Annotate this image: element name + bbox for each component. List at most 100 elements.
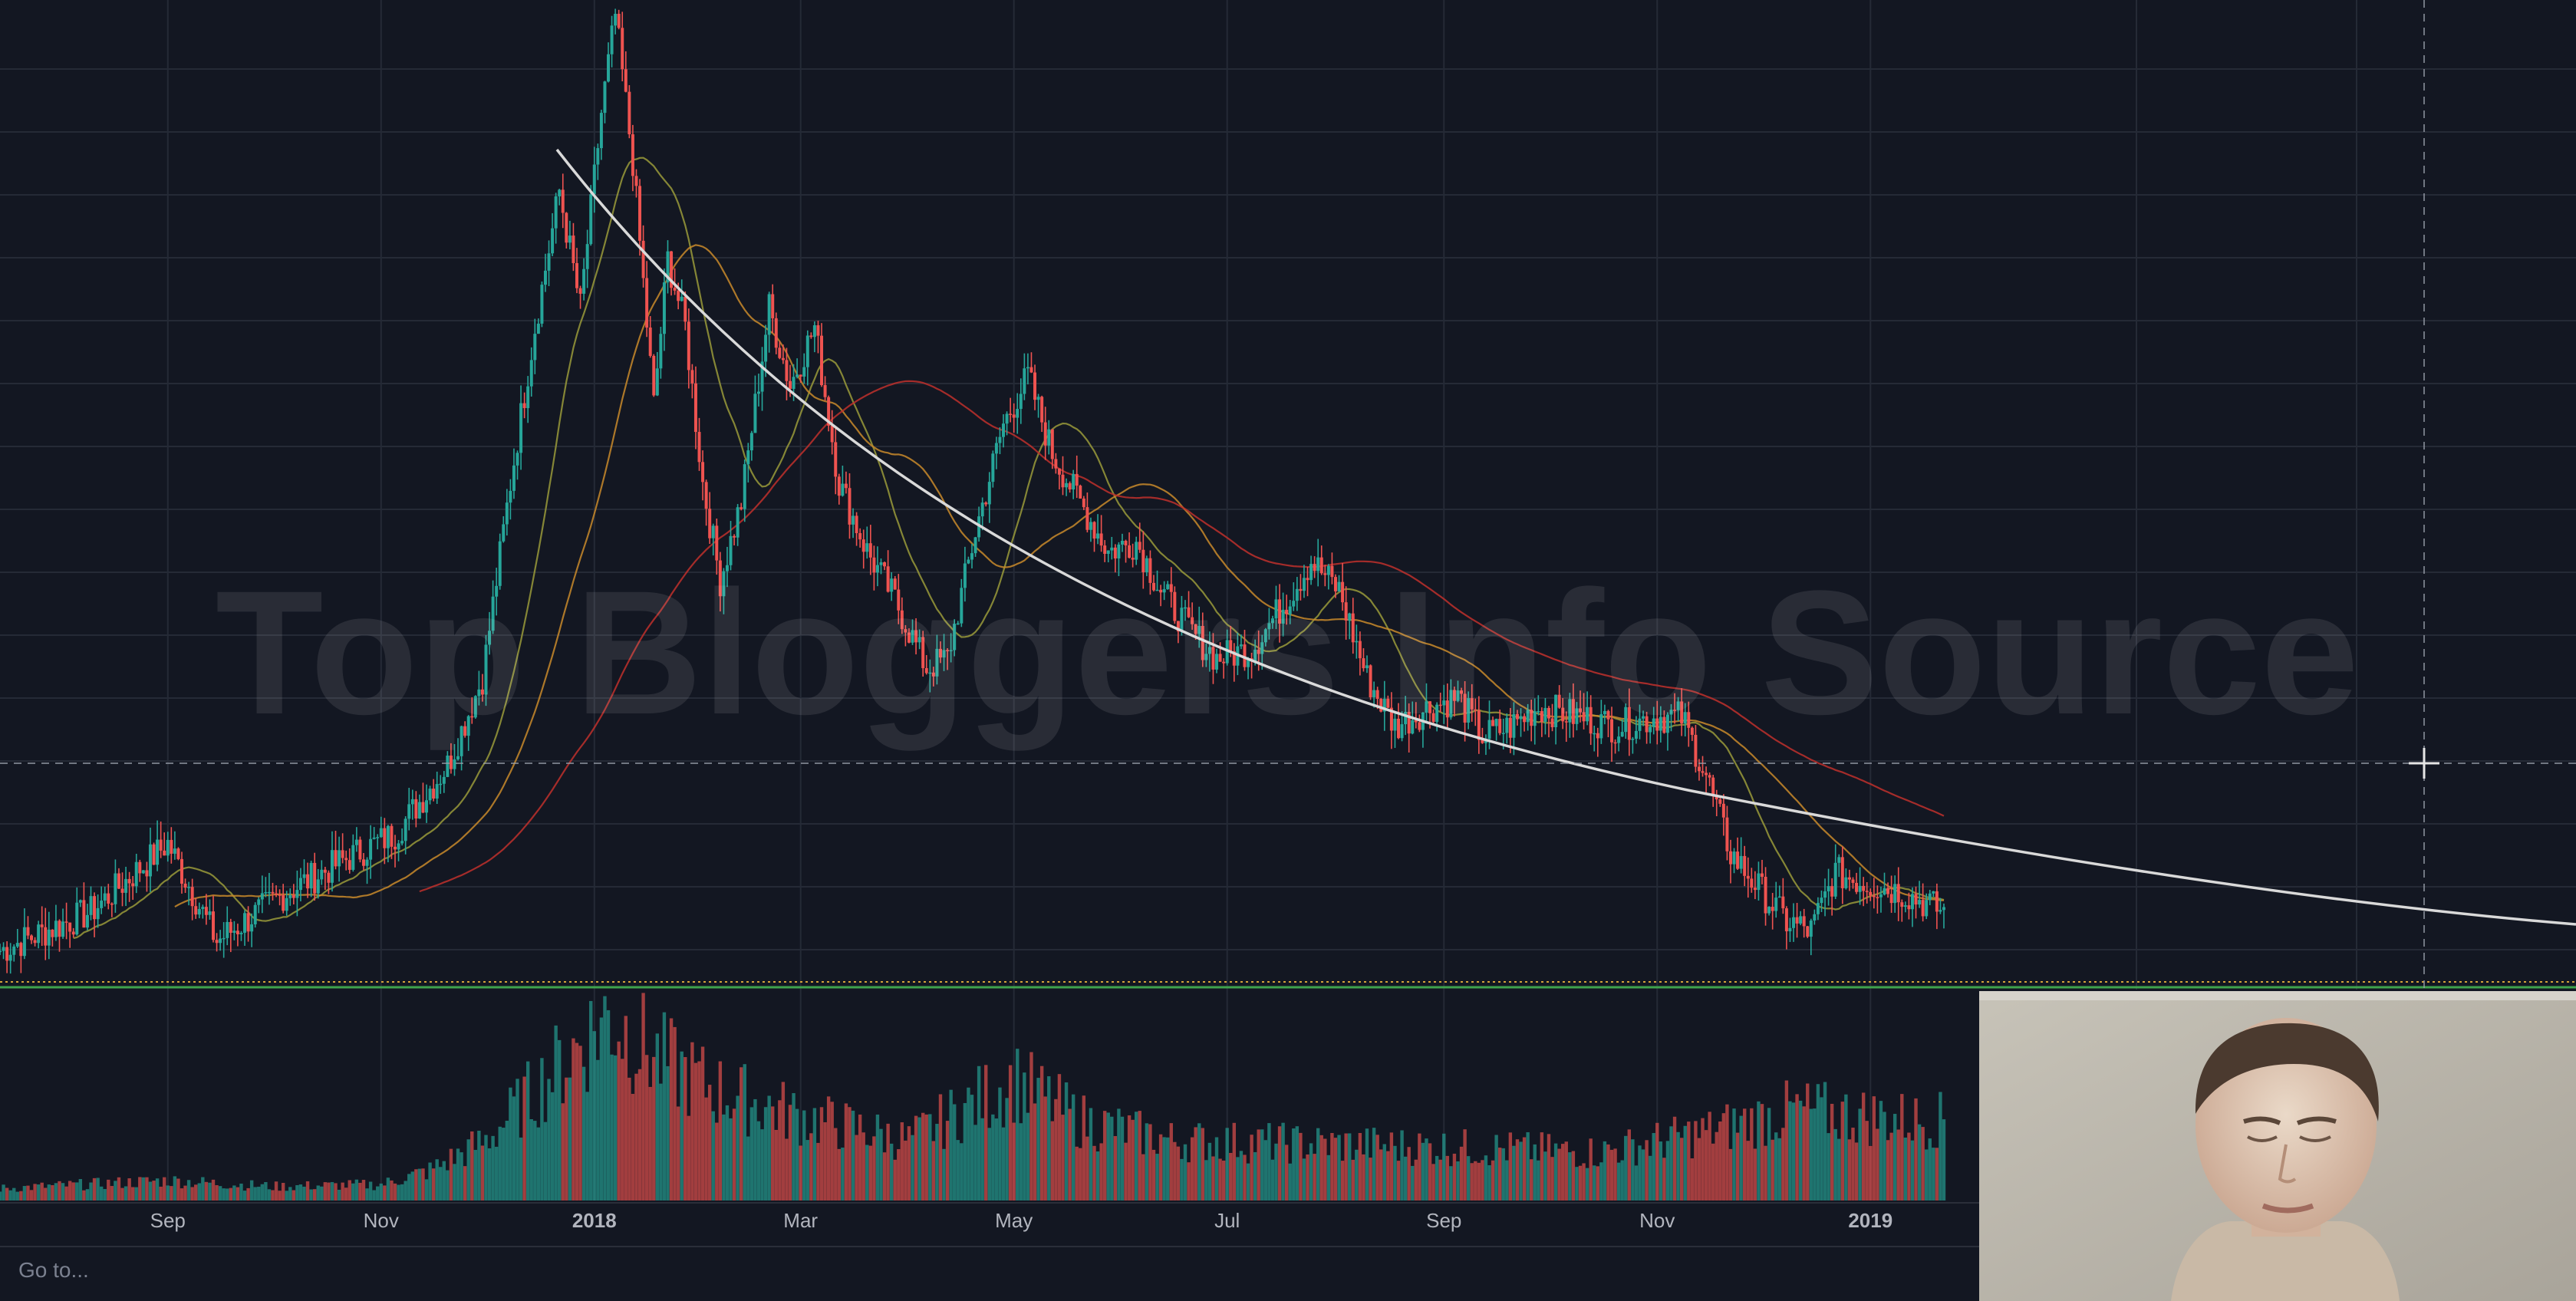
volume-bar	[1102, 1111, 1107, 1201]
volume-bar	[505, 1120, 509, 1201]
candle-body	[1512, 713, 1516, 738]
volume-bar	[1414, 1159, 1418, 1201]
volume-bar	[1578, 1165, 1583, 1201]
chart-grid	[0, 0, 2576, 1201]
volume-bar	[1236, 1157, 1240, 1201]
candle-body	[96, 907, 100, 920]
candle-body	[1942, 907, 1945, 911]
candle-body	[1460, 690, 1464, 694]
x-axis-tick-label: 2018	[572, 1209, 617, 1232]
candle-body	[924, 667, 928, 674]
volume-bar	[662, 1012, 667, 1201]
candle-body	[1033, 372, 1037, 400]
candle-body	[425, 800, 429, 813]
candle-body	[236, 930, 239, 934]
candle-body	[1085, 507, 1089, 530]
candle-body	[376, 837, 380, 838]
candle-body	[1893, 884, 1897, 904]
volume-bar	[1585, 1168, 1589, 1201]
volume-bar	[753, 1098, 757, 1201]
candle-body	[1764, 876, 1767, 914]
candle-body	[1855, 882, 1859, 892]
volume-bar	[767, 1095, 771, 1201]
volume-bar	[1295, 1126, 1300, 1201]
volume-bar	[1029, 1052, 1033, 1201]
volume-bar	[1333, 1138, 1338, 1201]
candle-body	[1351, 613, 1355, 643]
volume-bar	[732, 1108, 736, 1201]
candle-body	[834, 442, 838, 477]
candle-body	[1330, 565, 1334, 578]
volume-bar	[512, 1096, 516, 1201]
volume-bar	[1337, 1135, 1341, 1201]
volume-bar	[1396, 1161, 1401, 1201]
volume-bar	[1508, 1132, 1513, 1201]
volume-bar	[82, 1190, 86, 1201]
volume-bar	[1735, 1132, 1740, 1201]
candle-body	[1263, 629, 1267, 643]
volume-bar	[264, 1182, 268, 1201]
volume-bar	[529, 1118, 533, 1201]
volume-bar	[15, 1191, 19, 1201]
candle-body	[690, 370, 694, 384]
candle-body	[107, 893, 110, 904]
volume-bar	[596, 1059, 600, 1201]
volume-bar	[260, 1184, 265, 1201]
candle-body	[439, 783, 443, 786]
candle-body	[1438, 704, 1442, 706]
volume-bar	[1609, 1149, 1614, 1201]
volume-bar	[700, 1046, 705, 1201]
volume-bar	[1739, 1115, 1743, 1201]
trend-line	[555, 148, 2576, 926]
candle-body	[1788, 927, 1792, 932]
volume-bar	[1596, 1166, 1599, 1201]
volume-bar	[292, 1190, 296, 1201]
volume-bar	[1659, 1141, 1663, 1201]
volume-bar	[341, 1182, 344, 1201]
candle-body	[442, 776, 446, 784]
volume-bar	[558, 1039, 562, 1201]
candle-body	[1299, 588, 1303, 591]
volume-bar	[889, 1143, 894, 1201]
volume-bar	[830, 1102, 834, 1201]
volume-bar	[404, 1181, 407, 1201]
candle-body	[114, 873, 117, 904]
volume-bar	[1847, 1139, 1852, 1201]
volume-bar	[491, 1135, 495, 1201]
volume-bar	[309, 1189, 313, 1201]
presenter-video-image	[1979, 991, 2576, 1301]
volume-bar	[760, 1129, 764, 1201]
candle-body	[460, 726, 463, 756]
volume-bar	[1277, 1126, 1282, 1201]
candle-body	[383, 828, 387, 848]
candle-body	[621, 28, 624, 70]
volume-bar	[1421, 1142, 1425, 1201]
candle-body	[313, 862, 317, 894]
candle-body	[330, 850, 334, 883]
volume-bar	[487, 1148, 492, 1201]
volume-bar	[1823, 1082, 1827, 1201]
volume-bar	[1771, 1139, 1774, 1201]
volume-bar	[1914, 1098, 1918, 1201]
volume-bar	[1085, 1136, 1089, 1201]
candle-body	[1323, 573, 1327, 575]
volume-bar	[376, 1186, 380, 1201]
candle-body	[1404, 712, 1408, 725]
volume-bar	[1652, 1133, 1655, 1201]
volume-bar	[186, 1180, 191, 1201]
candle-body	[159, 839, 163, 851]
volume-bar	[85, 1189, 90, 1201]
goto-button[interactable]: Go to...	[18, 1258, 89, 1282]
candle-body	[361, 859, 365, 866]
volume-bar	[1326, 1154, 1331, 1201]
candle-body	[1089, 522, 1092, 530]
candle-body	[1267, 623, 1271, 630]
candle-body	[176, 848, 180, 859]
candle-body	[226, 921, 229, 938]
candle-body	[243, 913, 247, 933]
volume-bar	[1599, 1162, 1603, 1201]
volume-bar	[226, 1188, 229, 1201]
candle-body	[1872, 895, 1876, 898]
volume-bar	[697, 1061, 701, 1201]
